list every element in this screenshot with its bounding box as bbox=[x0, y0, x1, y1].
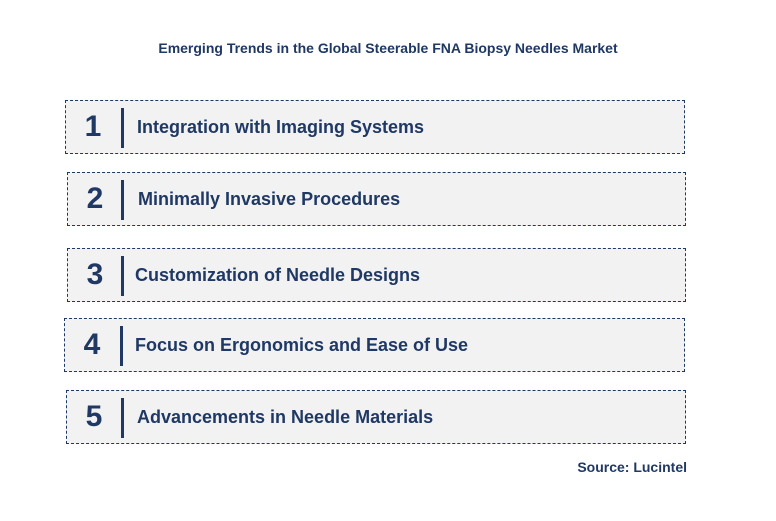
source-credit: Source: Lucintel bbox=[577, 459, 687, 475]
divider-bar bbox=[121, 180, 124, 220]
divider-bar bbox=[121, 398, 124, 438]
trend-item-1: 1 Integration with Imaging Systems bbox=[65, 100, 685, 154]
divider-bar bbox=[121, 256, 124, 296]
trend-label: Integration with Imaging Systems bbox=[137, 116, 425, 137]
trend-number: 5 bbox=[85, 400, 103, 433]
trend-item-2: 2 Minimally Invasive Procedures bbox=[67, 172, 686, 226]
diagram-title: Emerging Trends in the Global Steerable … bbox=[158, 40, 618, 56]
trend-label: Focus on Ergonomics and Ease of Use bbox=[135, 334, 469, 355]
trend-number: 4 bbox=[83, 328, 101, 361]
trend-item-3: 3 Customization of Needle Designs bbox=[67, 248, 686, 302]
trend-number: 2 bbox=[86, 182, 104, 215]
trend-item-5: 5 Advancements in Needle Materials bbox=[66, 390, 686, 444]
trend-number: 3 bbox=[86, 258, 104, 291]
trend-label: Advancements in Needle Materials bbox=[137, 406, 434, 427]
trend-label: Minimally Invasive Procedures bbox=[138, 188, 401, 209]
divider-bar bbox=[120, 326, 123, 366]
trend-label: Customization of Needle Designs bbox=[135, 264, 421, 285]
divider-bar bbox=[121, 108, 124, 148]
trend-item-4: 4 Focus on Ergonomics and Ease of Use bbox=[64, 318, 685, 372]
trend-number: 1 bbox=[84, 110, 102, 143]
